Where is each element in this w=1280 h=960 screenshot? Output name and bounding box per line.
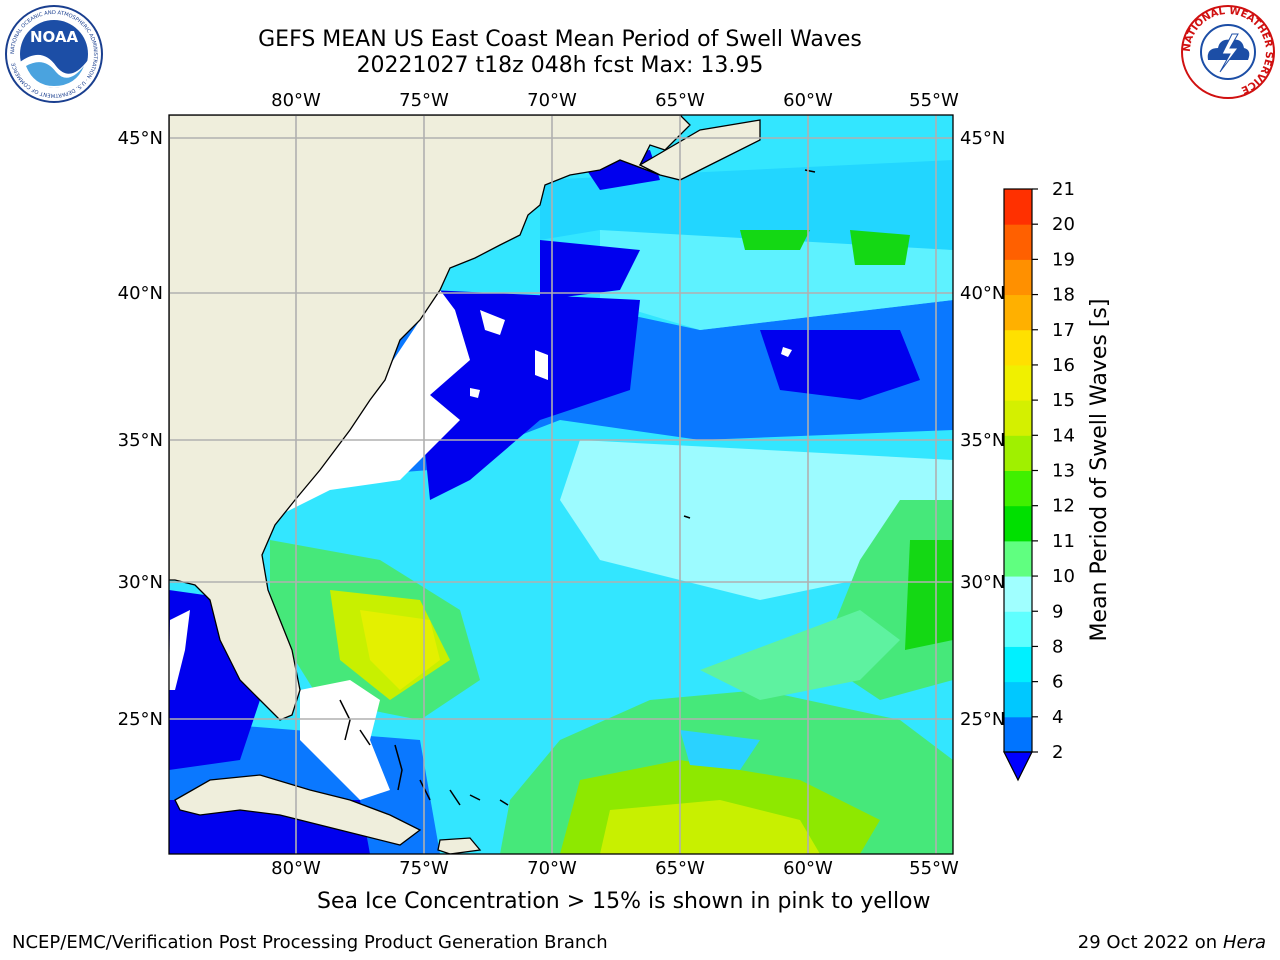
colorbar-segment <box>1004 470 1032 507</box>
colorbar-label: Mean Period of Swell Waves [s] <box>1087 299 1112 642</box>
lon-label-top: 80°W <box>271 90 321 111</box>
lat-label-left: 40°N <box>118 283 163 304</box>
colorbar-tick-label: 21 <box>1052 179 1075 200</box>
noaa-logo: NATIONAL OCEANIC AND ATMOSPHERIC ADMINIS… <box>5 5 103 103</box>
lon-label-top: 75°W <box>399 90 449 111</box>
colorbar-segment <box>1004 224 1032 260</box>
nws-logo: NATIONAL WEATHER SERVICE <box>1181 5 1275 99</box>
lon-label-bottom: 65°W <box>655 858 705 879</box>
colorbar-tick-label: 18 <box>1052 285 1075 306</box>
lon-label-top: 60°W <box>783 90 833 111</box>
hispaniola-island <box>437 837 482 854</box>
colorbar-segment <box>1004 259 1032 296</box>
colorbar-tick-label: 6 <box>1052 672 1063 693</box>
north-america-landmass <box>169 115 691 721</box>
nova-scotia <box>638 119 761 181</box>
svg-text:NOAA: NOAA <box>30 28 79 46</box>
gridlines <box>169 115 953 854</box>
colorbar-under-triangle <box>1003 751 1033 782</box>
lon-label-bottom: 80°W <box>271 858 321 879</box>
lat-label-right: 45°N <box>960 128 1005 149</box>
lon-label-top: 70°W <box>527 90 577 111</box>
lat-label-right: 25°N <box>960 709 1005 730</box>
colorbar-tick-label: 17 <box>1052 320 1075 341</box>
organization-credit: NCEP/EMC/Verification Post Processing Pr… <box>12 932 608 953</box>
colorbar-tick-label: 10 <box>1052 566 1075 587</box>
colorbar-segment <box>1004 364 1032 401</box>
colorbar-tick-label: 14 <box>1052 425 1075 446</box>
cuba-island <box>174 774 422 846</box>
lon-label-bottom: 60°W <box>783 858 833 879</box>
colorbar-tick-label: 16 <box>1052 355 1075 376</box>
lat-label-right: 35°N <box>960 430 1005 451</box>
colorbar-segment <box>1004 400 1032 436</box>
run-date-text: 29 Oct 2022 on <box>1077 932 1218 953</box>
colorbar-tick-label: 11 <box>1052 531 1075 552</box>
colorbar-tick-label: 13 <box>1052 461 1075 482</box>
lat-label-left: 35°N <box>118 430 163 451</box>
run-host: Hera <box>1222 932 1266 953</box>
colorbar-segment <box>1004 329 1032 366</box>
colorbar-segment <box>1004 189 1032 225</box>
lon-label-top: 55°W <box>909 90 959 111</box>
colorbar-tick-label: 2 <box>1052 742 1063 763</box>
colorbar-segment <box>1004 505 1032 542</box>
colorbar-segment <box>1004 611 1032 647</box>
sea-ice-note: Sea Ice Concentration > 15% is shown in … <box>317 889 931 914</box>
colorbar-tick-label: 9 <box>1052 601 1063 622</box>
map-plot-area <box>169 115 953 854</box>
colorbar-segment <box>1004 646 1032 683</box>
colorbar-segment <box>1004 576 1032 612</box>
colorbar-segment <box>1004 294 1032 331</box>
lon-label-top: 65°W <box>655 90 705 111</box>
colorbar-tick-label: 15 <box>1052 390 1075 411</box>
colorbar-tick-label: 20 <box>1052 214 1075 235</box>
map-frame <box>168 114 954 855</box>
colorbar-segment <box>1004 540 1032 577</box>
lat-label-left: 30°N <box>118 572 163 593</box>
colorbar-tick-label: 19 <box>1052 249 1075 270</box>
bahamas-islands <box>339 169 816 806</box>
colorbar-segment <box>1004 681 1032 718</box>
colorbar-segment <box>1004 435 1032 471</box>
lat-label-left: 45°N <box>118 128 163 149</box>
land-areas <box>169 115 761 854</box>
colorbar-segment <box>1004 716 1032 753</box>
swell-period-field <box>169 150 953 854</box>
run-date: 29 Oct 2022 on Hera <box>1078 932 1266 953</box>
lat-label-right: 40°N <box>960 283 1005 304</box>
lon-label-bottom: 70°W <box>527 858 577 879</box>
lat-label-left: 25°N <box>118 709 163 730</box>
chart-subtitle: 20221027 t18z 048h fcst Max: 13.95 <box>356 53 764 78</box>
lat-label-right: 30°N <box>960 572 1005 593</box>
lon-label-bottom: 55°W <box>909 858 959 879</box>
colorbar: 2 4 6 8 9 10 11 12 13 14 15 16 17 18 19 20 21 Mean Perio… <box>1003 179 1112 782</box>
colorbar-tick-label: 8 <box>1052 636 1063 657</box>
colorbar-tick-label: 4 <box>1052 707 1063 728</box>
colorbar-tick-label: 12 <box>1052 496 1075 517</box>
chart-title: GEFS MEAN US East Coast Mean Period of S… <box>258 27 862 52</box>
lon-label-bottom: 75°W <box>399 858 449 879</box>
